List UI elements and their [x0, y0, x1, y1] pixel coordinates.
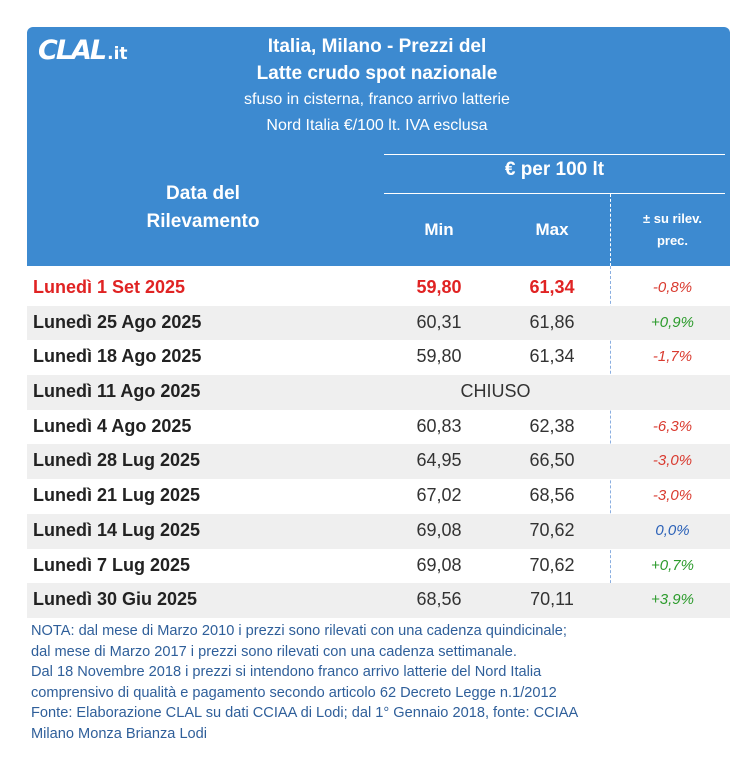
table-row: Lunedì 30 Giu 2025 68,56 70,11 +3,9% [27, 583, 730, 618]
row-min-price: 69,08 [416, 554, 462, 575]
footnote-line: NOTA: dal mese di Marzo 2010 i prezzi so… [31, 623, 567, 639]
table-row: Lunedì 7 Lug 2025 69,08 70,62 +0,7% [27, 549, 730, 584]
row-date: Lunedì 30 Giu 2025 [33, 589, 198, 610]
row-max-price: 62,38 [529, 415, 575, 436]
table-row: Lunedì 25 Ago 2025 60,31 61,86 +0,9% [27, 305, 730, 341]
row-min-price: 59,80 [416, 346, 462, 367]
row-variation: -6,3% [652, 417, 693, 435]
row-closed-label: CHIUSO [460, 381, 531, 402]
row-max-price: 61,34 [529, 277, 575, 297]
row-min-price: 67,02 [416, 485, 462, 506]
row-variation: +3,9% [651, 591, 694, 609]
row-date: Lunedì 7 Lug 2025 [33, 554, 191, 575]
price-table-card: CLAL .it Italia, Milano - Prezzi del Latt… [27, 27, 730, 747]
row-date: Lunedì 21 Lug 2025 [33, 485, 201, 506]
clal-logo: CLAL .it [38, 35, 128, 66]
footnote-line: comprensivo di qualità e pagamento secon… [31, 684, 557, 701]
footnote-line: Milano Monza Brianza Lodi [31, 725, 208, 742]
table-row: Lunedì 18 Ago 2025 59,80 61,34 -1,7% [27, 340, 730, 375]
logo-suffix: .it [107, 44, 128, 64]
date-column-header-line-1: Data del [166, 183, 240, 204]
row-max-price: 61,34 [529, 346, 575, 367]
row-min-price: 69,08 [416, 519, 462, 540]
row-variation: +0,9% [651, 313, 694, 331]
row-date: Lunedì 25 Ago 2025 [33, 311, 202, 332]
row-date: Lunedì 18 Ago 2025 [33, 346, 202, 367]
row-variation: -1,7% [652, 348, 693, 366]
row-min-price: 68,56 [416, 589, 462, 610]
row-date: Lunedì 1 Set 2025 [33, 277, 186, 297]
header-divider-mid [384, 193, 725, 194]
date-column-header: Data del Rilevamento [27, 180, 379, 236]
row-date: Lunedì 14 Lug 2025 [33, 519, 201, 540]
footnote-line: dal mese di Marzo 2017 i prezzi sono ril… [31, 643, 517, 660]
table-row: Lunedì 21 Lug 2025 67,02 68,56 -3,0% [27, 479, 730, 514]
date-column-header-line-2: Rilevamento [146, 211, 260, 232]
subtitle-line-2: Nord Italia €/100 lt. IVA esclusa [266, 117, 488, 134]
row-min-price: 60,31 [416, 311, 462, 332]
row-variation: -3,0% [652, 452, 693, 470]
variation-column-header-line-2: prec. [656, 233, 689, 248]
row-date: Lunedì 4 Ago 2025 [33, 415, 192, 436]
row-variation: -0,8% [652, 279, 693, 296]
row-date: Lunedì 28 Lug 2025 [33, 450, 201, 471]
header-column-separator [610, 194, 611, 266]
row-max-price: 70,11 [530, 589, 574, 610]
footnote-line: Fonte: Elaborazione CLAL su dati CCIAA d… [31, 705, 579, 721]
page-title-line-2: Latte crudo spot nazionale [256, 63, 498, 84]
row-max-price: 70,62 [529, 554, 575, 575]
title-block: Italia, Milano - Prezzi del Latte crudo … [117, 33, 637, 139]
row-variation: 0,0% [655, 521, 690, 539]
subtitle-line-1: sfuso in cisterna, franco arrivo latteri… [244, 91, 510, 108]
header-divider-top [384, 154, 725, 155]
table-row: Lunedì 11 Ago 2025 CHIUSO [27, 375, 730, 410]
min-column-header: Min [424, 220, 454, 239]
row-min-price: 64,95 [416, 450, 462, 471]
row-date: Lunedì 11 Ago 2025 [33, 381, 201, 402]
row-variation: +0,7% [651, 556, 694, 574]
logo-text: CLAL [38, 35, 107, 66]
footnote-line: Dal 18 Novembre 2018 i prezzi si intendo… [31, 664, 542, 680]
table-row: Lunedì 14 Lug 2025 69,08 70,62 0,0% [27, 513, 730, 549]
row-variation: -3,0% [652, 487, 693, 505]
table-row: Lunedì 28 Lug 2025 64,95 66,50 -3,0% [27, 444, 730, 480]
row-max-price: 70,62 [529, 519, 575, 540]
footnotes: NOTA: dal mese di Marzo 2010 i prezzi so… [31, 621, 731, 744]
table-row: Lunedì 1 Set 2025 59,80 61,34 -0,8% [27, 271, 730, 306]
page-title-line-1: Italia, Milano - Prezzi del [267, 36, 487, 57]
max-column-header: Max [535, 220, 569, 239]
row-max-price: 68,56 [529, 485, 575, 506]
variation-column-separator [610, 266, 611, 618]
row-max-price: 61,86 [529, 311, 575, 332]
table-body: Lunedì 1 Set 2025 59,80 61,34 -0,8% Lune… [27, 271, 730, 618]
variation-column-header: ± su rilev. prec. [615, 208, 730, 252]
variation-column-header-line-1: ± su rilev. [643, 211, 702, 226]
row-min-price: 59,80 [416, 277, 462, 297]
row-min-price: 60,83 [416, 415, 462, 436]
row-max-price: 66,50 [529, 450, 575, 471]
table-header: CLAL .it Italia, Milano - Prezzi del Latt… [27, 27, 730, 266]
unit-group-header: € per 100 lt [504, 159, 605, 180]
table-row: Lunedì 4 Ago 2025 60,83 62,38 -6,3% [27, 410, 730, 445]
